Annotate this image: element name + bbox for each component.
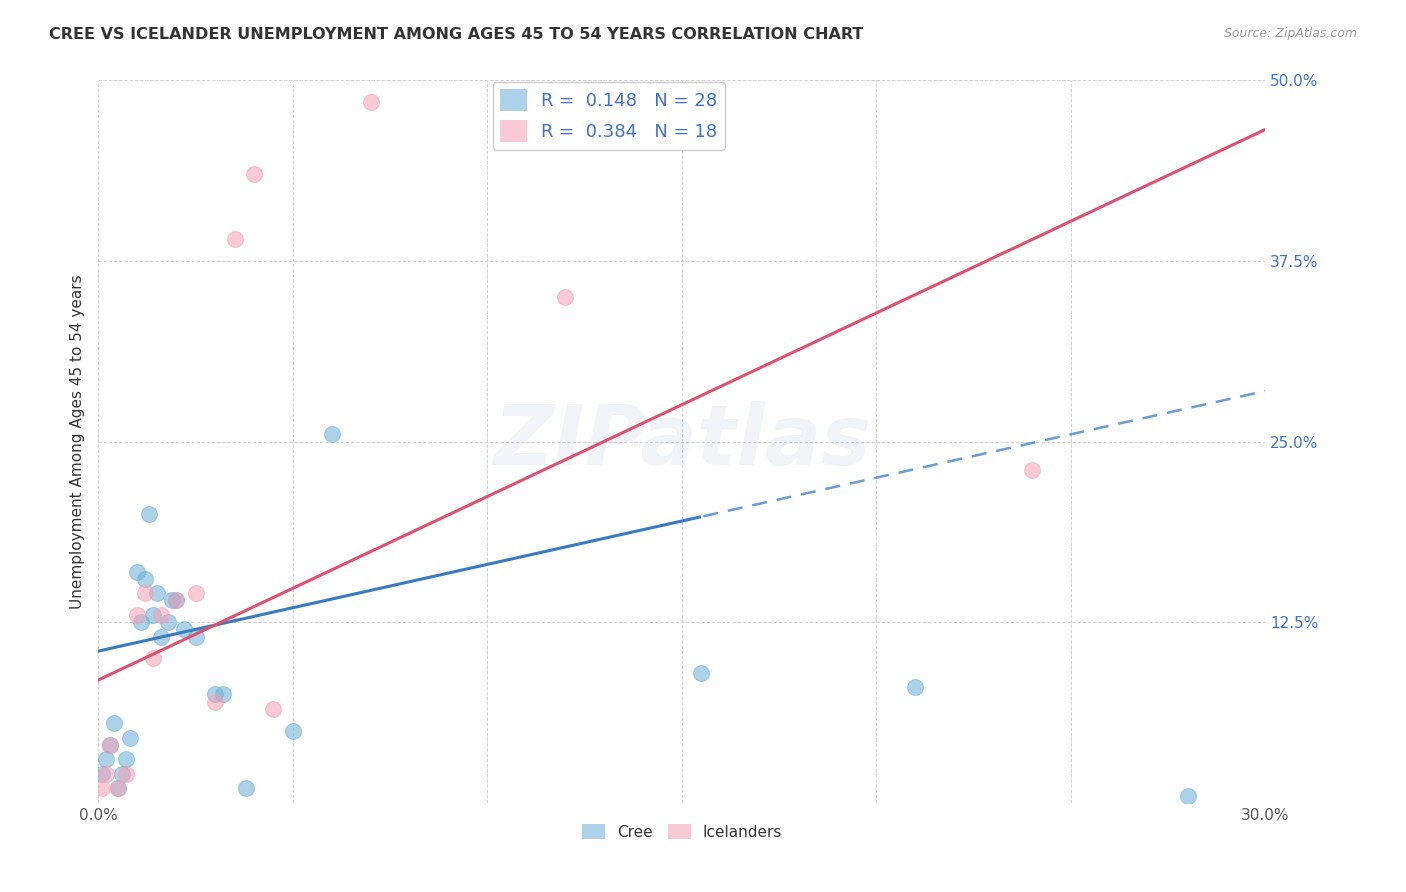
Point (1177, 789, 1199, 803)
Point (114, 767, 136, 781)
Point (142, 607, 165, 622)
Point (91, 781, 114, 796)
Text: ZIPatlas: ZIPatlas (494, 401, 870, 482)
Point (142, 651, 165, 665)
Point (96, 767, 118, 781)
Point (212, 687, 235, 701)
Point (146, 586, 169, 600)
Point (149, 607, 172, 622)
Point (127, 565, 149, 579)
Point (98, 738, 121, 752)
Point (904, 680, 927, 694)
Point (281, 723, 304, 738)
Legend: Cree, Icelanders: Cree, Icelanders (575, 818, 789, 846)
Text: CREE VS ICELANDER UNEMPLOYMENT AMONG AGES 45 TO 54 YEARS CORRELATION CHART: CREE VS ICELANDER UNEMPLOYMENT AMONG AGE… (49, 27, 863, 42)
Point (173, 623, 195, 637)
Point (690, 665, 713, 680)
Point (243, 167, 266, 181)
Point (162, 593, 184, 607)
Point (235, 781, 257, 796)
Point (360, 95, 382, 109)
Point (134, 572, 156, 586)
Point (204, 687, 226, 701)
Point (138, 507, 160, 521)
Point (204, 695, 226, 709)
Point (157, 615, 180, 630)
Point (184, 586, 207, 600)
Point (165, 593, 187, 607)
Point (91, 767, 114, 781)
Point (321, 427, 343, 442)
Point (103, 716, 125, 731)
Point (554, 290, 576, 304)
Point (118, 731, 141, 745)
Y-axis label: Unemployment Among Ages 45 to 54 years: Unemployment Among Ages 45 to 54 years (69, 274, 84, 609)
Point (114, 752, 136, 766)
Point (134, 586, 156, 600)
Point (107, 781, 129, 796)
Point (184, 630, 207, 644)
Point (165, 593, 187, 607)
Point (96, 752, 118, 766)
Point (127, 607, 149, 622)
Point (224, 232, 246, 246)
Point (129, 615, 152, 630)
Point (149, 630, 172, 644)
Point (98, 738, 121, 752)
Text: Source: ZipAtlas.com: Source: ZipAtlas.com (1223, 27, 1357, 40)
Point (1021, 463, 1043, 477)
Point (111, 767, 134, 781)
Point (262, 702, 284, 716)
Point (107, 781, 129, 796)
